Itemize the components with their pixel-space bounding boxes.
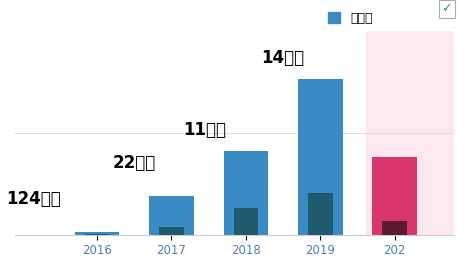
Bar [372,157,417,235]
Text: 22記事: 22記事 [112,154,156,172]
Text: 124記事: 124記事 [6,190,61,208]
Bar [383,221,407,235]
Bar [223,151,268,235]
Bar [298,79,343,235]
Bar [149,196,194,235]
Text: ✓: ✓ [441,2,452,15]
Bar [367,31,457,235]
Bar [234,207,258,235]
Bar [74,232,119,235]
Bar [159,227,184,235]
Bar [85,233,109,235]
Text: 14記事: 14記事 [261,49,305,67]
Text: 11記事: 11記事 [183,121,226,139]
Legend: 表示数: 表示数 [323,6,378,29]
Bar [308,193,333,235]
